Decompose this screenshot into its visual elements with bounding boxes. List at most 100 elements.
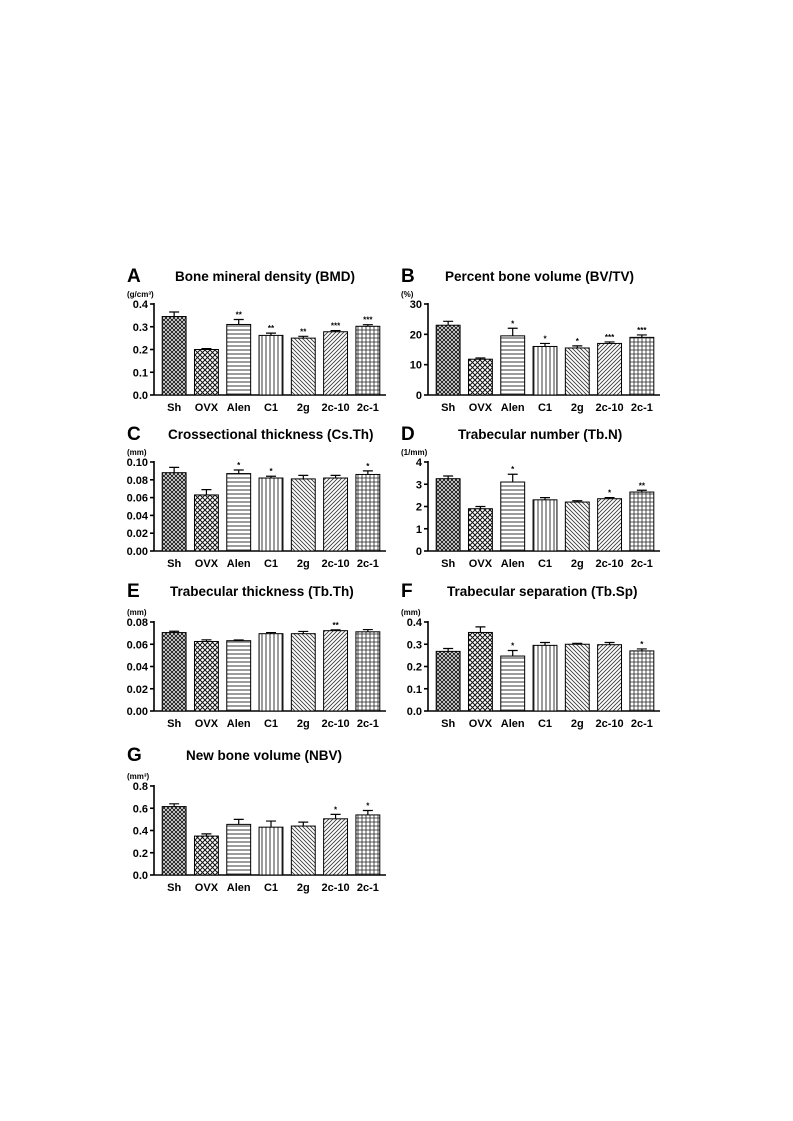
bar-g-6 — [355, 814, 381, 876]
x-tick-label: 2g — [571, 718, 584, 730]
x-tick-label: 2c-1 — [357, 558, 379, 570]
y-tick-label: 1 — [416, 524, 422, 536]
x-tick-label: Alen — [227, 882, 251, 894]
bar-d-0 — [435, 478, 461, 552]
bar-a-3 — [258, 334, 284, 396]
x-tick-label: OVX — [469, 558, 493, 570]
x-tick-label: OVX — [469, 402, 493, 414]
error-bar — [540, 641, 550, 646]
error-bar — [201, 488, 212, 495]
y-axis-unit: (mm³) — [127, 772, 150, 781]
y-tick-label: 0.4 — [133, 299, 149, 311]
significance-label: * — [511, 465, 515, 474]
bar-a-6 — [355, 325, 381, 396]
x-tick-label: OVX — [469, 718, 493, 730]
x-tick-label: 2c-10 — [322, 718, 350, 730]
bar-a-1 — [193, 349, 219, 396]
error-bar — [540, 497, 550, 500]
x-tick-label: 2c-1 — [631, 718, 653, 730]
y-axis-unit: (g/cm³) — [127, 290, 154, 299]
chart-panel-a: A Bone mineral density (BMD) (g/cm³) 0.0 0.1… — [127, 266, 386, 414]
bar-e-5 — [323, 630, 349, 712]
bar-f-1 — [467, 631, 493, 712]
x-tick-label: Sh — [167, 718, 181, 730]
x-tick-label: Sh — [167, 558, 181, 570]
chart-title: Trabecular separation (Tb.Sp) — [447, 584, 638, 599]
significance-label: * — [608, 489, 612, 498]
error-bar — [443, 647, 454, 652]
bar-d-5 — [597, 498, 623, 552]
error-bar — [636, 334, 647, 338]
significance-label: * — [543, 334, 547, 343]
y-tick-label: 0.00 — [127, 706, 148, 718]
x-tick-label: 2c-1 — [357, 718, 379, 730]
y-axis-unit: (1/mm) — [401, 448, 428, 457]
bar-c-4 — [290, 478, 316, 552]
y-tick-label: 0.2 — [133, 345, 148, 357]
bar-a-2 — [226, 323, 252, 396]
error-bar — [604, 641, 615, 645]
significance-label: * — [366, 462, 370, 471]
y-tick-label: 0.10 — [127, 457, 148, 469]
error-bar — [298, 474, 309, 479]
error-bar — [330, 474, 341, 479]
x-tick-label: 2c-10 — [596, 402, 624, 414]
bar-f-5 — [597, 644, 623, 712]
x-tick-label: Alen — [227, 558, 251, 570]
error-bar — [572, 500, 583, 503]
chart-title: Crossectional thickness (Cs.Th) — [168, 427, 374, 442]
bar-g-3 — [258, 826, 284, 876]
x-tick-label: 2g — [297, 882, 310, 894]
x-tick-label: C1 — [538, 402, 552, 414]
bar-e-0 — [161, 632, 187, 712]
bar-a-4 — [290, 337, 316, 396]
y-tick-label: 0.2 — [133, 848, 148, 860]
y-tick-label: 0.02 — [127, 684, 148, 696]
y-tick-label: 0.1 — [133, 367, 148, 379]
x-tick-label: 2c-10 — [322, 882, 350, 894]
bar-a-0 — [161, 316, 187, 396]
error-bar — [475, 505, 486, 509]
significance-label: ** — [332, 621, 339, 630]
y-axis-unit: (%) — [401, 290, 414, 299]
y-tick-label: 0.00 — [127, 546, 148, 558]
y-tick-label: 0.0 — [407, 706, 422, 718]
significance-label: * — [511, 319, 515, 328]
bar-e-4 — [290, 633, 316, 712]
bar-d-1 — [467, 508, 493, 552]
error-bar — [330, 330, 341, 332]
error-bar — [475, 626, 486, 633]
y-tick-label: 0.6 — [133, 803, 148, 815]
x-tick-label: 2g — [297, 558, 310, 570]
x-tick-label: Sh — [167, 402, 181, 414]
y-tick-label: 0.2 — [407, 662, 422, 674]
error-bar — [475, 357, 486, 360]
chart-title: New bone volume (NBV) — [186, 748, 342, 763]
x-tick-label: 2c-1 — [631, 558, 653, 570]
error-bar — [201, 639, 212, 642]
error-bar — [507, 649, 518, 657]
y-tick-label: 0.08 — [127, 617, 148, 629]
x-tick-label: 2c-10 — [322, 558, 350, 570]
error-bar — [266, 475, 276, 479]
significance-label: * — [334, 805, 338, 814]
y-axis-unit: (mm) — [401, 608, 421, 617]
error-bar — [362, 470, 373, 475]
panel-letter: C — [127, 424, 141, 445]
bar-d-6 — [629, 491, 655, 552]
x-tick-label: Sh — [441, 718, 455, 730]
bar-f-0 — [435, 650, 461, 712]
error-bar — [169, 630, 180, 633]
chart-title: Trabecular thickness (Tb.Th) — [170, 584, 354, 599]
y-axis-unit: (mm) — [127, 608, 147, 617]
x-tick-label: Alen — [227, 718, 251, 730]
significance-label: * — [269, 467, 273, 476]
chart-panel-g: G New bone volume (NBV) (mm³) 0.0 0.2 0.4 0.6 0… — [127, 745, 386, 894]
y-tick-label: 0.06 — [127, 493, 148, 505]
bar-b-6 — [629, 336, 655, 396]
y-tick-label: 0 — [416, 390, 422, 402]
bar-g-0 — [161, 806, 187, 876]
bar-b-0 — [435, 324, 461, 396]
error-bar — [362, 324, 373, 327]
error-bar — [233, 469, 244, 474]
